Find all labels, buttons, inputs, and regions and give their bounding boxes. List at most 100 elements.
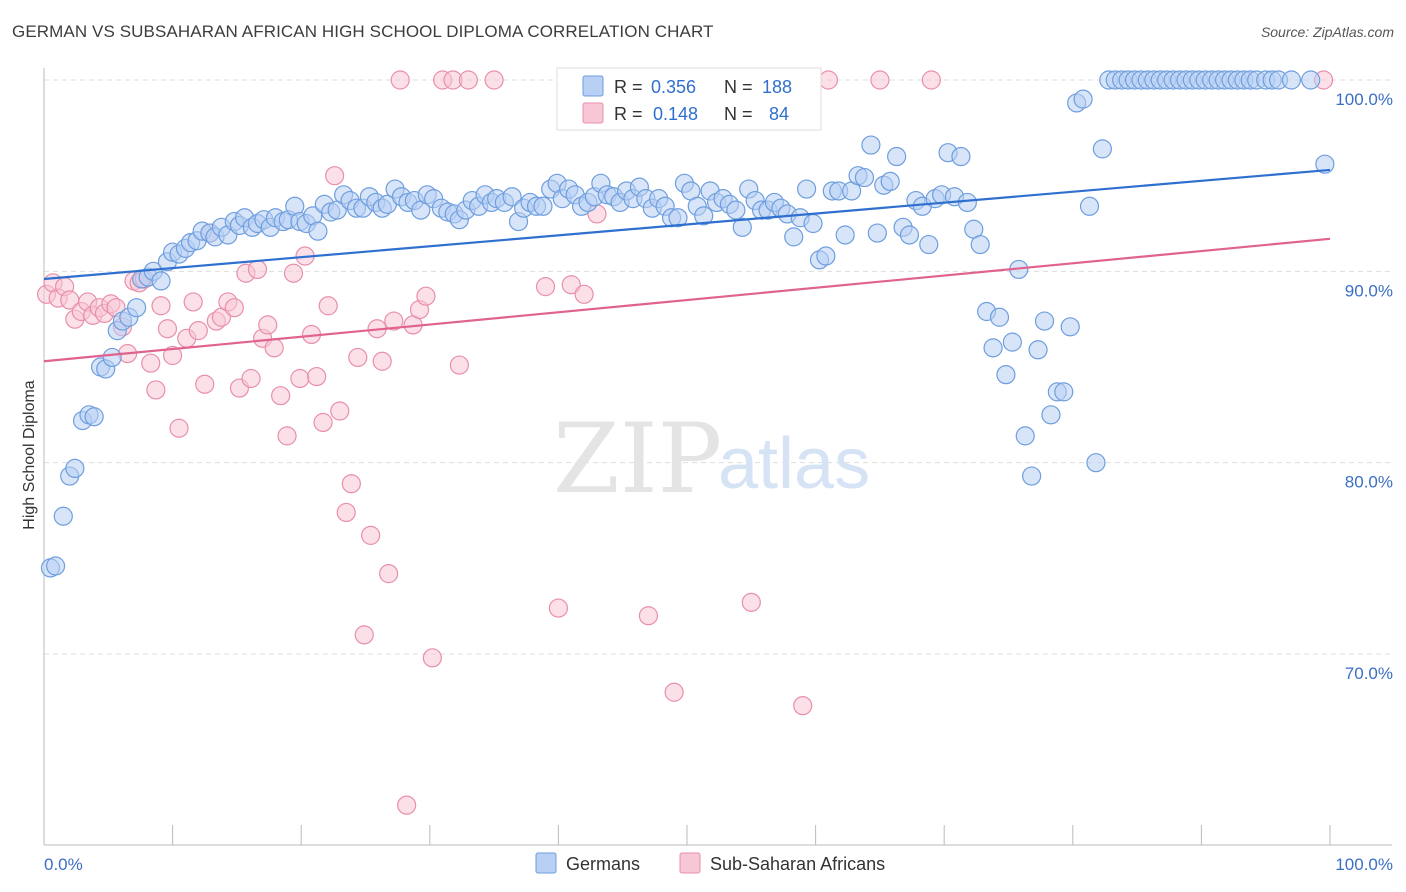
axes <box>43 68 1392 846</box>
bottom-legend-subsaharan-swatch <box>679 852 701 874</box>
subsaharan-point <box>224 298 244 318</box>
subsaharan-point <box>422 648 442 668</box>
subsaharan-point <box>372 351 392 371</box>
germans-point <box>796 179 817 199</box>
chart-title: GERMAN VS SUBSAHARAN AFRICAN HIGH SCHOOL… <box>12 22 714 41</box>
subsaharan-point <box>354 625 374 645</box>
germans-point <box>1054 382 1074 402</box>
germans-point <box>1315 154 1335 174</box>
subsaharan-point <box>325 166 345 186</box>
germans-points <box>40 70 1335 578</box>
x-tick-label-end: 100.0% <box>1335 855 1393 874</box>
subsaharan-point <box>271 386 291 406</box>
germans-point <box>970 234 990 255</box>
x-tick-label-start: 0.0% <box>44 855 83 874</box>
y-axis-tick-labels: 70.0% 80.0% 90.0% 100.0% <box>1335 90 1393 683</box>
y-tick-label: 100.0% <box>1335 90 1393 109</box>
germans-point <box>951 146 971 167</box>
legend-r-label-1: R = <box>614 77 643 97</box>
subsaharan-point <box>818 70 839 90</box>
germans-point <box>919 234 939 255</box>
subsaharan-point <box>574 284 594 304</box>
subsaharan-point <box>141 353 161 373</box>
subsaharan-point <box>548 598 569 618</box>
legend-germans-swatch <box>582 75 604 97</box>
subsaharan-point <box>458 70 478 90</box>
subsaharan-point <box>277 426 297 446</box>
germans-point <box>816 246 836 266</box>
watermark-zip: ZIP <box>553 403 722 515</box>
subsaharan-point <box>561 275 581 295</box>
watermark-atlas: atlas <box>718 424 870 504</box>
subsaharan-point <box>379 564 399 584</box>
subsaharan-point <box>384 311 404 331</box>
germans-point <box>668 208 688 228</box>
subsaharan-point <box>664 682 684 702</box>
subsaharan-point <box>151 296 171 316</box>
legend-subsaharan-n: 84 <box>769 104 789 124</box>
subsaharan-point <box>390 70 410 90</box>
germans-point <box>854 167 875 188</box>
germans-point <box>1028 340 1048 360</box>
subsaharan-point <box>313 412 333 433</box>
subsaharan-point <box>361 525 381 545</box>
germans-point <box>65 458 85 479</box>
subsaharan-point <box>341 474 361 494</box>
germans-point <box>126 298 147 318</box>
subsaharan-point <box>318 296 338 316</box>
subsaharan-point <box>307 366 327 387</box>
subsaharan-point <box>188 321 208 341</box>
subsaharan-point <box>793 696 813 716</box>
germans-point <box>53 506 73 526</box>
legend-germans-r: 0.356 <box>651 77 696 97</box>
subsaharan-point <box>247 259 268 280</box>
germans-point <box>694 206 714 226</box>
legend-germans-n: 188 <box>762 77 792 97</box>
gridlines <box>44 79 1392 655</box>
subsaharan-trend-line <box>43 237 1331 363</box>
germans-point <box>1281 70 1302 90</box>
germans-point <box>1060 317 1080 337</box>
germans-point <box>1041 405 1061 425</box>
germans-point <box>533 196 553 216</box>
subsaharan-point <box>330 401 350 421</box>
subsaharan-point <box>169 418 189 438</box>
y-tick-label: 90.0% <box>1345 281 1393 300</box>
legend-n-label-2: N = <box>724 104 753 124</box>
germans-point <box>151 271 171 291</box>
x-axis-tick-labels: 0.0% 100.0% <box>44 855 1393 874</box>
germans-point <box>502 187 522 207</box>
y-tick-label: 80.0% <box>1345 473 1393 492</box>
subsaharan-point <box>183 292 203 312</box>
legend-subsaharan-swatch <box>582 102 604 124</box>
germans-point <box>989 307 1010 327</box>
germans-point <box>1034 311 1055 331</box>
subsaharan-point <box>336 502 356 523</box>
trend-lines <box>43 168 1331 363</box>
germans-point <box>996 365 1016 385</box>
germans-point <box>1092 139 1112 159</box>
subsaharan-point <box>416 286 436 306</box>
legend-r-label-2: R = <box>614 104 643 124</box>
subsaharan-point <box>921 70 941 90</box>
source-label: Source: ZipAtlas.com <box>1260 24 1394 40</box>
bottom-legend-germans-swatch <box>535 852 557 874</box>
germans-point <box>867 223 887 243</box>
legend-subsaharan-r: 0.148 <box>653 104 698 124</box>
subsaharan-point <box>258 315 278 335</box>
germans-point <box>983 338 1003 358</box>
germans-point <box>957 192 977 213</box>
subsaharan-point <box>535 277 556 297</box>
subsaharan-point <box>290 368 310 389</box>
germans-point <box>84 407 104 427</box>
bottom-legend: Germans Sub-Saharan Africans <box>535 852 885 874</box>
subsaharan-point <box>157 319 178 339</box>
y-axis-title: High School Diploma <box>21 380 38 530</box>
subsaharan-point <box>397 795 417 815</box>
subsaharan-point <box>870 70 890 90</box>
germans-point <box>1015 426 1035 446</box>
germans-point <box>726 200 746 220</box>
subsaharan-point <box>264 338 284 358</box>
germans-point <box>1022 466 1042 486</box>
